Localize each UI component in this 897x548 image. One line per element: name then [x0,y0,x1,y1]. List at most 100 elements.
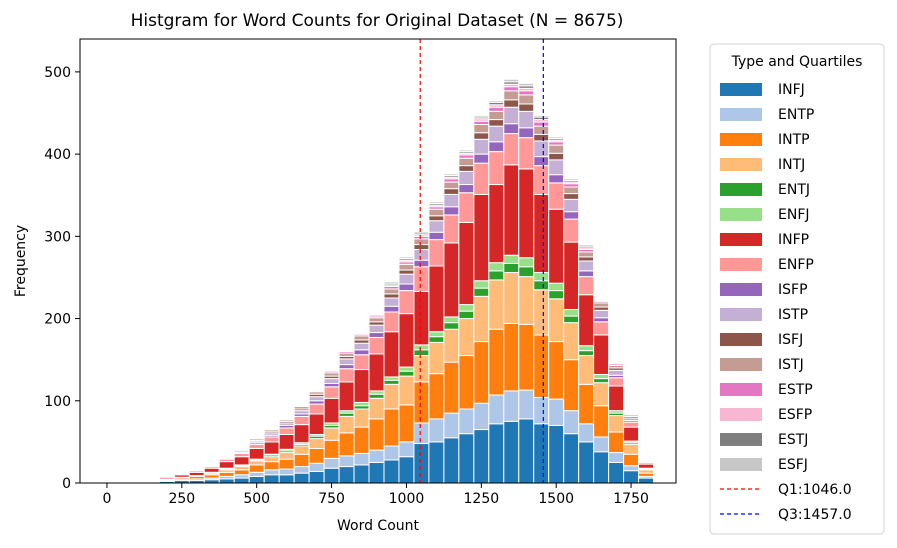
bar-segment-intj [488,279,505,330]
bar-segment-enfj [488,262,505,272]
bar-segment-enfp [398,290,415,315]
bar-segment-istp [458,170,475,186]
bar-segment-intj [248,460,265,466]
bar-segment-entp [578,423,595,443]
legend-swatch-entj [720,183,762,196]
bar-segment-intp [503,322,520,392]
bar-segment-infp [293,424,310,444]
bar-segment-entp [563,410,580,435]
bar-segment-infj [368,461,385,484]
legend-label: ENFJ [778,207,810,223]
legend-label: ISTP [778,307,808,323]
bar-segment-esfj [458,149,475,153]
bar-segment-intj [398,375,415,406]
y-tick-label: 400 [44,147,71,163]
bar-segment-infj [563,433,580,484]
bar-segment-entj [518,266,535,278]
bar-segment-infj [293,472,310,484]
bar-segment-isfp [488,141,505,153]
x-tick-label: 1500 [538,491,574,507]
legend-label: INFJ [778,82,805,98]
bar-segment-infp [368,353,385,392]
bar-segment-istp [443,193,460,208]
bar-segment-enfp [503,133,520,166]
bar-segment-esfj [608,360,625,363]
bar-segment-entj [458,310,475,320]
bar-segment-infp [278,433,295,450]
bar-segment-intj [413,355,430,383]
bar-segment-intj [473,295,490,343]
legend-swatch-isfp [720,283,762,296]
bar-segment-intp [593,405,610,438]
bar-segment-istp [188,469,205,472]
bar-segment-intj [383,383,400,410]
bar-segment-infj [608,461,625,484]
bar-segment-entp [608,452,625,463]
bar-segment-enfp [293,415,310,426]
bar-segment-enfj [413,344,430,351]
bar-segment-infj [308,470,325,484]
legend-swatch-isfj [720,333,762,346]
bar-segment-intp [383,408,400,447]
legend-label: ENFP [778,257,814,273]
bar-segment-entj [443,322,460,330]
bar-segment-infp [203,467,220,473]
bar-segment-intj [338,415,355,434]
bar-segment-istj [518,94,535,105]
bar-segment-enfj [443,316,460,324]
bar-segment-entp [368,449,385,463]
bar-segment-esfj [443,173,460,176]
bar-segment-istp [548,159,565,176]
bar-segment-intj [578,355,595,385]
bar-segment-entj [398,370,415,377]
bar-segment-enfp [278,427,295,435]
bar-segment-istj [413,238,430,246]
bar-segment-enfp [458,192,475,223]
bar-segment-entp [518,389,535,420]
legend-swatch-estp [720,383,762,396]
bar-segment-enfp [338,368,355,383]
legend-label: Q3:1457.0 [778,507,852,523]
bar-segment-entp [413,422,430,445]
bar-segment-istp [368,324,385,334]
bar-segment-intp [488,328,505,396]
bar-segment-intj [458,318,475,357]
x-tick-label: 1250 [464,491,500,507]
legend-swatch-infj [720,83,762,96]
bar-segment-entp [488,394,505,425]
bar-segment-intp [623,453,640,467]
bar-segment-infp [638,463,655,469]
bar-segment-infp [518,168,535,259]
bar-segment-istj [563,186,580,195]
legend-label: Q1:1046.0 [778,482,852,498]
legend-label: ENTP [778,107,814,123]
bar-segment-infj [278,474,295,484]
x-tick-label: 1750 [613,491,649,507]
bar-segment-infj [263,474,280,484]
bar-segment-intj [428,341,445,375]
bar-segment-enfp [488,151,505,186]
bar-segment-entj [548,290,565,300]
bar-segment-intj [518,276,535,325]
bar-segment-infp [623,426,640,442]
bar-segment-enfj [398,366,415,372]
bar-segment-intj [368,397,385,420]
bar-segment-intp [533,334,550,398]
bar-segment-istp [563,198,580,213]
bar-segment-entp [398,441,415,458]
bar-segment-istp [533,140,550,158]
bar-segment-entj [503,262,520,274]
bar-segment-entj [488,270,505,281]
bar-segment-istj [353,335,370,341]
bar-segment-intp [368,418,385,451]
bar-segment-estp [518,90,535,96]
bar-segment-infp [323,397,340,424]
bar-segment-infj [503,420,520,484]
bar-segment-entj [383,379,400,385]
bar-segment-isfj [533,133,550,142]
bar-segment-isfp [368,332,385,338]
legend-label: INTJ [778,157,805,173]
bar-segment-infj [218,478,235,484]
bar-segment-isfp [383,305,400,313]
bar-segment-entp [458,408,475,435]
